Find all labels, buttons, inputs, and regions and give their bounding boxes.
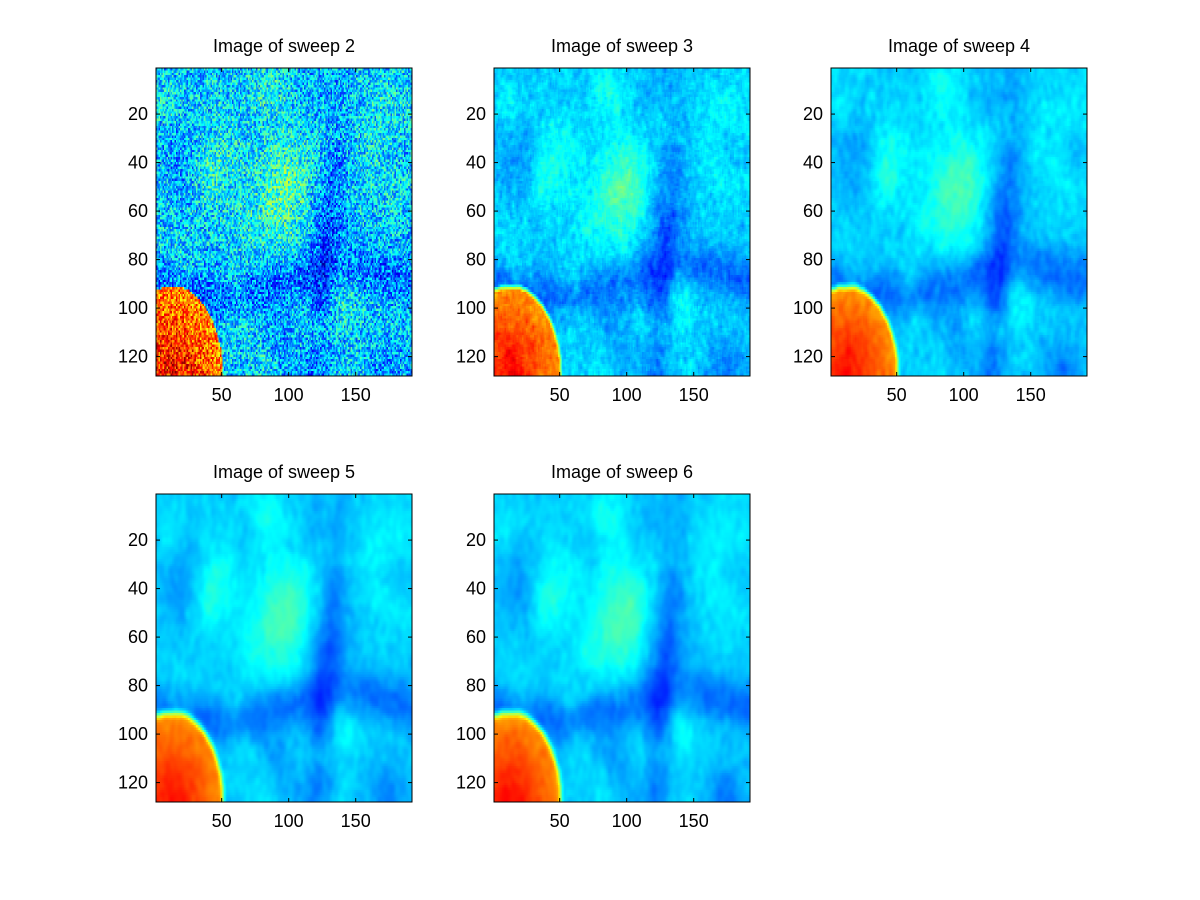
y-tick-label: 80 <box>803 250 823 270</box>
y-tick-label: 120 <box>118 773 148 793</box>
axes-box <box>830 67 1088 377</box>
y-tick-label: 60 <box>466 627 486 647</box>
axes-box <box>493 67 751 377</box>
y-tick-label: 40 <box>466 579 486 599</box>
y-tick-label: 100 <box>118 298 148 318</box>
subplot-sweep-4: Image of sweep 4 50 100 150 20 40 60 80 100 120 <box>793 36 1088 405</box>
x-tick-label: 100 <box>612 385 642 405</box>
y-tick-label: 20 <box>466 104 486 124</box>
tick-group: 50 100 150 20 40 60 80 100 120 <box>118 494 412 831</box>
tick-group: 50 100 150 20 40 60 80 100 120 <box>456 494 750 831</box>
y-tick-label: 120 <box>793 347 823 367</box>
x-tick-label: 150 <box>1016 385 1046 405</box>
axes-box <box>493 493 751 803</box>
y-tick-label: 20 <box>466 530 486 550</box>
x-tick-label: 50 <box>550 385 570 405</box>
y-tick-label: 20 <box>803 104 823 124</box>
y-tick-label: 120 <box>456 773 486 793</box>
x-tick-label: 50 <box>887 385 907 405</box>
subplot-title: Image of sweep 5 <box>213 462 355 482</box>
x-tick-label: 50 <box>212 811 232 831</box>
y-tick-label: 40 <box>128 153 148 173</box>
x-tick-label: 50 <box>550 811 570 831</box>
tick-group: 50 100 150 20 40 60 80 100 120 <box>118 68 412 405</box>
x-tick-label: 50 <box>212 385 232 405</box>
y-tick-label: 80 <box>128 676 148 696</box>
tick-group: 50 100 150 20 40 60 80 100 120 <box>456 68 750 405</box>
subplot-title: Image of sweep 6 <box>551 462 693 482</box>
subplot-sweep-2: Image of sweep 2 50 100 150 20 40 60 80 100 120 <box>118 36 413 405</box>
y-tick-label: 40 <box>803 153 823 173</box>
heatmap-image <box>156 494 412 802</box>
y-tick-label: 80 <box>466 676 486 696</box>
y-tick-label: 40 <box>466 153 486 173</box>
tick-group: 50 100 150 20 40 60 80 100 120 <box>793 68 1087 405</box>
heatmap-image <box>494 494 750 802</box>
x-tick-label: 150 <box>341 811 371 831</box>
x-tick-label: 100 <box>612 811 642 831</box>
heatmap-image <box>831 68 1087 376</box>
x-tick-label: 100 <box>274 811 304 831</box>
y-tick-label: 40 <box>128 579 148 599</box>
y-tick-label: 100 <box>456 298 486 318</box>
y-tick-label: 60 <box>128 627 148 647</box>
subplot-title: Image of sweep 4 <box>888 36 1030 56</box>
subplot-sweep-3: Image of sweep 3 50 100 150 20 40 60 80 100 120 <box>456 36 751 405</box>
y-tick-label: 120 <box>118 347 148 367</box>
subplot-sweep-5: Image of sweep 5 50 100 150 20 40 60 80 100 120 <box>118 462 413 831</box>
x-tick-label: 150 <box>341 385 371 405</box>
heatmap-image <box>494 68 750 376</box>
subplot-title: Image of sweep 2 <box>213 36 355 56</box>
subplot-sweep-6: Image of sweep 6 50 100 150 20 40 60 80 100 120 <box>456 462 751 831</box>
x-tick-label: 150 <box>679 385 709 405</box>
y-tick-label: 20 <box>128 530 148 550</box>
y-tick-label: 60 <box>128 201 148 221</box>
x-tick-label: 100 <box>949 385 979 405</box>
y-tick-label: 60 <box>803 201 823 221</box>
axes-box <box>155 67 413 377</box>
y-tick-label: 100 <box>118 724 148 744</box>
y-tick-label: 80 <box>466 250 486 270</box>
y-tick-label: 20 <box>128 104 148 124</box>
x-tick-label: 100 <box>274 385 304 405</box>
y-tick-label: 80 <box>128 250 148 270</box>
y-tick-label: 100 <box>456 724 486 744</box>
x-tick-label: 150 <box>679 811 709 831</box>
y-tick-label: 100 <box>793 298 823 318</box>
y-tick-label: 120 <box>456 347 486 367</box>
heatmap-image <box>156 68 412 376</box>
y-tick-label: 60 <box>466 201 486 221</box>
axes-box <box>155 493 413 803</box>
subplot-title: Image of sweep 3 <box>551 36 693 56</box>
